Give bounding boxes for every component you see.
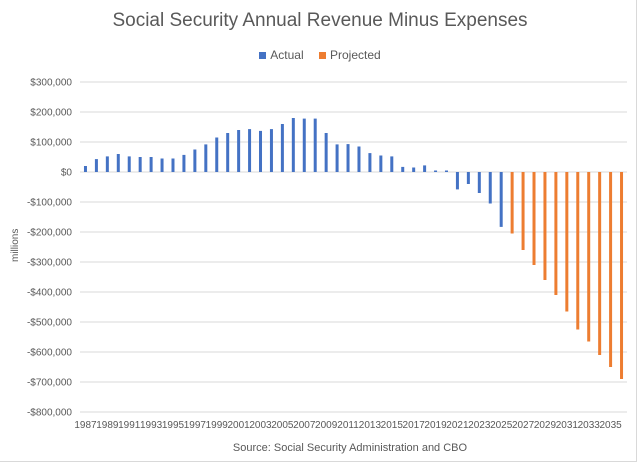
bar-actual-2005 <box>280 124 284 172</box>
bar-projected-2026 <box>510 172 514 234</box>
bar-actual-2023 <box>477 172 481 193</box>
bar-projected-2033 <box>587 172 591 342</box>
bar-actual-2009 <box>324 133 328 172</box>
bar-actual-2004 <box>269 129 273 172</box>
x-tick-label: 1989 <box>96 420 119 431</box>
bar-projected-2030 <box>554 172 558 295</box>
bar-actual-2006 <box>291 118 295 172</box>
x-tick-label: 1987 <box>74 420 97 431</box>
legend-label-projected: Projected <box>330 48 381 62</box>
bar-actual-2003 <box>259 130 263 172</box>
bar-actual-2007 <box>302 118 306 172</box>
bar-actual-2017 <box>412 167 416 172</box>
bar-projected-2031 <box>565 172 569 312</box>
bar-actual-2008 <box>313 118 317 172</box>
bar-actual-2012 <box>357 146 361 172</box>
x-tick-label: 2025 <box>490 420 513 431</box>
legend-swatch-actual <box>259 52 267 59</box>
bar-projected-2035 <box>609 172 613 367</box>
x-tick-label: 2015 <box>381 420 404 431</box>
bar-actual-2000 <box>226 133 230 172</box>
x-tick-label: 2021 <box>446 420 469 431</box>
bar-actual-2016 <box>401 166 405 172</box>
x-tick-label: 2017 <box>403 420 426 431</box>
bar-actual-1993 <box>149 157 153 172</box>
x-tick-label: 2019 <box>424 420 447 431</box>
legend-label-actual: Actual <box>270 48 304 62</box>
x-tick-label: 2003 <box>249 420 272 431</box>
x-tick-label: 2007 <box>293 420 316 431</box>
bar-actual-2013 <box>368 153 372 172</box>
bar-projected-2036 <box>620 172 624 379</box>
y-tick-label: -$600,000 <box>27 348 72 359</box>
x-tick-label: 1995 <box>162 420 185 431</box>
bar-actual-2021 <box>455 172 459 190</box>
x-tick-label: 2011 <box>337 420 359 431</box>
x-tick-label: 2005 <box>271 420 294 431</box>
bar-actual-1987 <box>83 166 87 172</box>
bar-projected-2034 <box>598 172 602 355</box>
bar-actual-2014 <box>379 155 383 172</box>
y-tick-label: $300,000 <box>30 78 72 89</box>
bar-actual-2020 <box>444 170 448 172</box>
bar-actual-1998 <box>204 144 208 172</box>
bar-actual-2025 <box>499 172 503 227</box>
x-tick-label: 1993 <box>140 420 163 431</box>
x-tick-label: 2001 <box>228 420 251 431</box>
x-tick-label: 2013 <box>359 420 382 431</box>
bar-projected-2028 <box>532 172 536 265</box>
x-tick-label: 2031 <box>556 420 579 431</box>
x-tick-label: 1997 <box>184 420 207 431</box>
x-tick-label: 2027 <box>512 420 535 431</box>
bar-actual-2015 <box>390 156 394 172</box>
x-tick-label: 2009 <box>315 420 338 431</box>
bar-actual-1992 <box>138 157 142 172</box>
x-tick-label: 2023 <box>468 420 491 431</box>
y-tick-label: -$800,000 <box>27 408 72 419</box>
bar-actual-1991 <box>127 156 131 172</box>
bar-actual-2019 <box>434 170 438 172</box>
bar-actual-2022 <box>466 172 470 184</box>
x-tick-label: 2029 <box>534 420 557 431</box>
y-tick-label: -$500,000 <box>27 318 72 329</box>
y-tick-label: -$400,000 <box>27 288 72 299</box>
y-tick-label: -$300,000 <box>27 258 72 269</box>
y-tick-label: -$200,000 <box>27 228 72 239</box>
legend: Actual Projected <box>0 48 640 62</box>
y-tick-label: $100,000 <box>30 138 72 149</box>
bar-projected-2029 <box>543 172 547 280</box>
bar-actual-1990 <box>116 154 120 172</box>
bar-actual-1996 <box>182 154 186 172</box>
bar-actual-1999 <box>215 137 219 172</box>
legend-item-actual: Actual <box>259 48 304 62</box>
bar-actual-1989 <box>105 156 109 172</box>
bar-projected-2027 <box>521 172 525 250</box>
x-tick-label: 1991 <box>118 420 141 431</box>
legend-item-projected: Projected <box>319 48 381 62</box>
bar-actual-2002 <box>248 129 252 172</box>
bar-actual-1988 <box>94 159 98 172</box>
bar-actual-1997 <box>193 149 197 172</box>
source-note: Source: Social Security Administration a… <box>232 442 468 454</box>
bar-actual-1995 <box>171 158 175 172</box>
bar-actual-2024 <box>488 172 492 204</box>
x-tick-label: 2033 <box>578 420 601 431</box>
y-tick-label: -$100,000 <box>27 198 72 209</box>
y-tick-label: $200,000 <box>30 108 72 119</box>
y-tick-label: $0 <box>61 168 73 179</box>
x-tick-label: 1999 <box>206 420 229 431</box>
bar-actual-2001 <box>237 130 241 172</box>
bar-actual-2010 <box>335 144 339 172</box>
y-tick-label: -$700,000 <box>27 378 72 389</box>
bar-actual-2011 <box>346 144 350 172</box>
legend-swatch-projected <box>319 52 326 59</box>
bar-projected-2032 <box>576 172 580 330</box>
bar-actual-2018 <box>423 165 427 172</box>
chart-title: Social Security Annual Revenue Minus Exp… <box>112 10 528 31</box>
x-tick-label: 2035 <box>599 420 622 431</box>
bar-actual-1994 <box>160 158 164 172</box>
